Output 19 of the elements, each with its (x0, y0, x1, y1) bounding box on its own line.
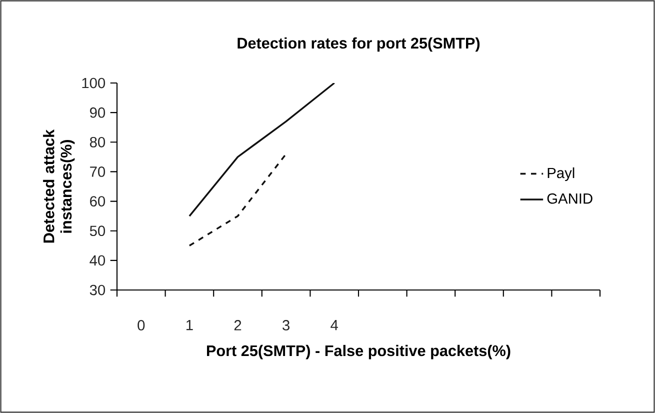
y-tick-label: 30 (90, 284, 106, 296)
x-tick-label: 0 (138, 320, 145, 330)
line-series (188, 83, 336, 217)
x-tick-label: 2 (234, 320, 242, 330)
y-tick-label: 70 (90, 166, 106, 177)
y-tick-label: 40 (90, 255, 106, 266)
legend-label: GANID (547, 193, 592, 204)
x-tick-label: 4 (330, 320, 338, 330)
legend-label: Payl (548, 167, 574, 182)
y-tick-label: 80 (90, 136, 106, 148)
y-tick-label: 90 (90, 107, 106, 118)
y-axis-title: Detected attack instances(%) (43, 129, 75, 243)
x-tick-label: 1 (186, 320, 193, 330)
x-axis-title: Port 25(SMTP) - False positive packets(%) (207, 344, 510, 360)
y-tick-label: 60 (90, 196, 106, 206)
y-tick-label: 50 (90, 226, 106, 236)
x-tick-label: 3 (282, 320, 290, 330)
chart-title: Detection rates for port 25(SMTP) (238, 37, 480, 52)
y-tick-label: 100 (82, 78, 106, 88)
